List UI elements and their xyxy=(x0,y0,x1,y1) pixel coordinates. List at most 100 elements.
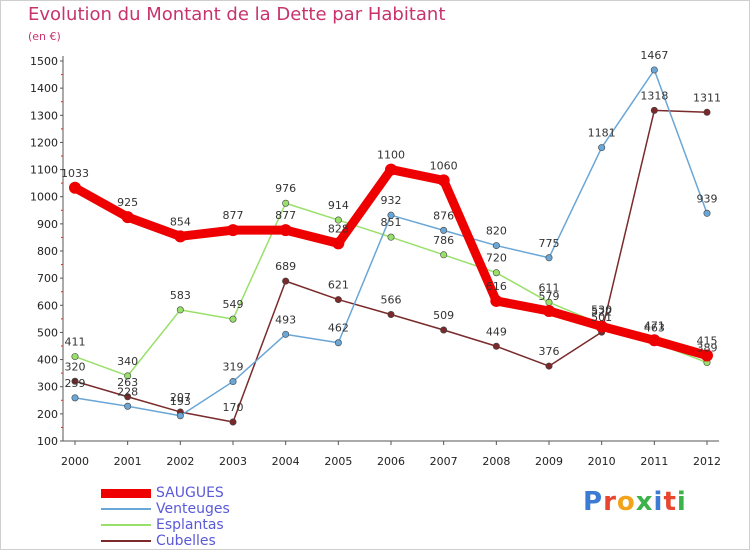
data-label-cubelles: 1311 xyxy=(693,91,721,104)
data-label-venteuges: 228 xyxy=(117,385,138,398)
x-tick-label: 2003 xyxy=(219,455,247,468)
x-tick-label: 2010 xyxy=(588,455,616,468)
data-label-venteuges: 259 xyxy=(65,377,86,390)
legend-label: Esplantas xyxy=(156,517,224,533)
y-tick-label: 100 xyxy=(37,435,58,448)
data-label-cubelles: 566 xyxy=(381,294,402,307)
data-label-cubelles: 320 xyxy=(65,360,86,373)
data-label-cubelles: 621 xyxy=(328,279,349,292)
chart-title: Evolution du Montant de la Dette par Hab… xyxy=(28,4,446,25)
data-point-venteuges xyxy=(176,412,184,420)
data-point-esplantas xyxy=(176,306,184,314)
data-point-cubelles xyxy=(545,362,553,370)
data-point-saugues xyxy=(490,294,503,307)
x-tick-label: 2011 xyxy=(640,455,668,468)
x-tick-label: 2009 xyxy=(535,455,563,468)
y-tick-label: 900 xyxy=(37,218,58,231)
data-point-esplantas xyxy=(71,353,79,361)
logo-letter: x xyxy=(635,487,654,517)
logo-letter: P xyxy=(583,487,604,517)
logo-letter: o xyxy=(616,487,636,517)
data-point-cubelles xyxy=(650,106,658,114)
legend-item-saugues: SAUGUES xyxy=(101,485,361,501)
data-point-saugues xyxy=(595,320,608,333)
data-label-esplantas: 530 xyxy=(591,303,612,316)
data-point-venteuges xyxy=(598,144,606,152)
data-label-esplantas: 851 xyxy=(381,216,402,229)
legend-item-cubelles: Cubelles xyxy=(101,533,361,549)
data-label-saugues: 471 xyxy=(644,319,665,332)
data-label-venteuges: 820 xyxy=(486,225,507,238)
data-point-saugues xyxy=(279,224,292,237)
data-label-saugues: 415 xyxy=(697,335,718,348)
data-point-esplantas xyxy=(334,216,342,224)
data-point-venteuges xyxy=(440,226,448,234)
y-tick-label: 1200 xyxy=(30,136,58,149)
legend-label: SAUGUES xyxy=(156,485,224,501)
data-label-venteuges: 462 xyxy=(328,322,349,335)
data-label-venteuges: 775 xyxy=(539,237,560,250)
y-tick-label: 200 xyxy=(37,408,58,421)
data-label-cubelles: 509 xyxy=(433,309,454,322)
data-point-cubelles xyxy=(440,326,448,334)
legend-item-venteuges: Venteuges xyxy=(101,501,361,517)
data-label-venteuges: 876 xyxy=(433,209,454,222)
data-point-saugues xyxy=(543,304,555,317)
chart-legend: SAUGUES Venteuges Esplantas Cubelles xyxy=(101,485,361,549)
y-tick-label: 1100 xyxy=(30,164,58,177)
data-point-esplantas xyxy=(492,269,500,277)
data-label-cubelles: 263 xyxy=(117,376,138,389)
legend-label: Venteuges xyxy=(156,501,230,517)
data-label-saugues: 1100 xyxy=(377,149,405,162)
data-label-saugues: 877 xyxy=(275,209,296,222)
data-label-esplantas: 914 xyxy=(328,199,349,212)
data-point-cubelles xyxy=(229,418,237,426)
data-point-saugues xyxy=(437,174,450,187)
data-label-esplantas: 463 xyxy=(644,321,665,334)
data-label-saugues: 1033 xyxy=(61,167,89,180)
y-tick-label: 1400 xyxy=(30,82,58,95)
data-label-venteuges: 493 xyxy=(275,313,296,326)
data-label-cubelles: 1318 xyxy=(640,89,668,102)
legend-swatch xyxy=(101,508,151,510)
logo-letter: t xyxy=(663,487,677,517)
x-tick-label: 2007 xyxy=(430,455,458,468)
data-point-esplantas xyxy=(387,233,395,241)
data-point-venteuges xyxy=(492,242,500,250)
data-point-venteuges xyxy=(650,66,658,74)
data-point-esplantas xyxy=(282,199,290,207)
y-tick-label: 700 xyxy=(37,272,58,285)
data-label-esplantas: 611 xyxy=(539,281,560,294)
data-label-esplantas: 340 xyxy=(117,355,138,368)
data-label-cubelles: 689 xyxy=(275,260,296,273)
data-point-venteuges xyxy=(387,211,395,219)
data-label-esplantas: 411 xyxy=(65,336,86,349)
data-point-saugues xyxy=(69,181,81,194)
data-label-cubelles: 501 xyxy=(591,311,612,324)
data-point-cubelles xyxy=(71,377,79,385)
data-point-cubelles xyxy=(334,296,342,304)
data-point-venteuges xyxy=(71,394,79,402)
series-line-venteuges xyxy=(74,69,708,417)
data-label-esplantas: 583 xyxy=(170,289,191,302)
legend-swatch xyxy=(101,524,151,526)
data-label-saugues: 877 xyxy=(223,209,244,222)
data-label-venteuges: 1467 xyxy=(640,49,668,62)
line-chart: 100 200 300 400 500 600 700 800 900 1000 1100 1200 1… xyxy=(30,49,721,468)
data-label-saugues: 925 xyxy=(117,196,138,209)
y-tick-label: 800 xyxy=(37,245,58,258)
data-label-esplantas: 389 xyxy=(697,342,718,355)
data-label-saugues: 854 xyxy=(170,215,191,228)
data-point-saugues xyxy=(648,334,661,347)
data-label-esplantas: 976 xyxy=(275,182,296,195)
y-tick-label: 400 xyxy=(37,354,58,367)
data-point-venteuges xyxy=(545,254,553,262)
legend-swatch xyxy=(101,540,151,542)
data-point-cubelles xyxy=(703,108,711,116)
data-point-venteuges xyxy=(703,209,711,217)
data-label-venteuges: 193 xyxy=(170,395,191,408)
data-point-esplantas xyxy=(229,315,237,323)
x-tick-label: 2002 xyxy=(166,455,194,468)
legend-item-esplantas: Esplantas xyxy=(101,517,361,533)
data-label-saugues: 828 xyxy=(328,222,349,235)
